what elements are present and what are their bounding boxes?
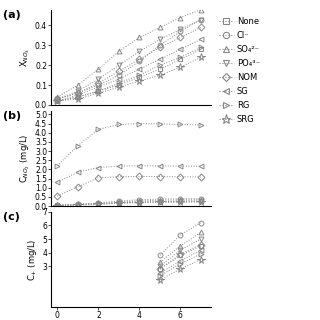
Text: (a): (a)	[3, 10, 21, 20]
Y-axis label: X$_{NO_3}$: X$_{NO_3}$	[19, 48, 32, 67]
Text: (c): (c)	[3, 212, 20, 222]
Y-axis label: C$_{+}$ (mg/L): C$_{+}$ (mg/L)	[26, 238, 39, 281]
Legend: None, Cl⁻, SO₄²⁻, PO₄³⁻, NOM, SG, RG, SRG: None, Cl⁻, SO₄²⁻, PO₄³⁻, NOM, SG, RG, SR…	[219, 17, 260, 124]
Y-axis label: C$_{NO_2}$ (mg/L): C$_{NO_2}$ (mg/L)	[19, 134, 32, 183]
Text: (b): (b)	[3, 111, 21, 121]
